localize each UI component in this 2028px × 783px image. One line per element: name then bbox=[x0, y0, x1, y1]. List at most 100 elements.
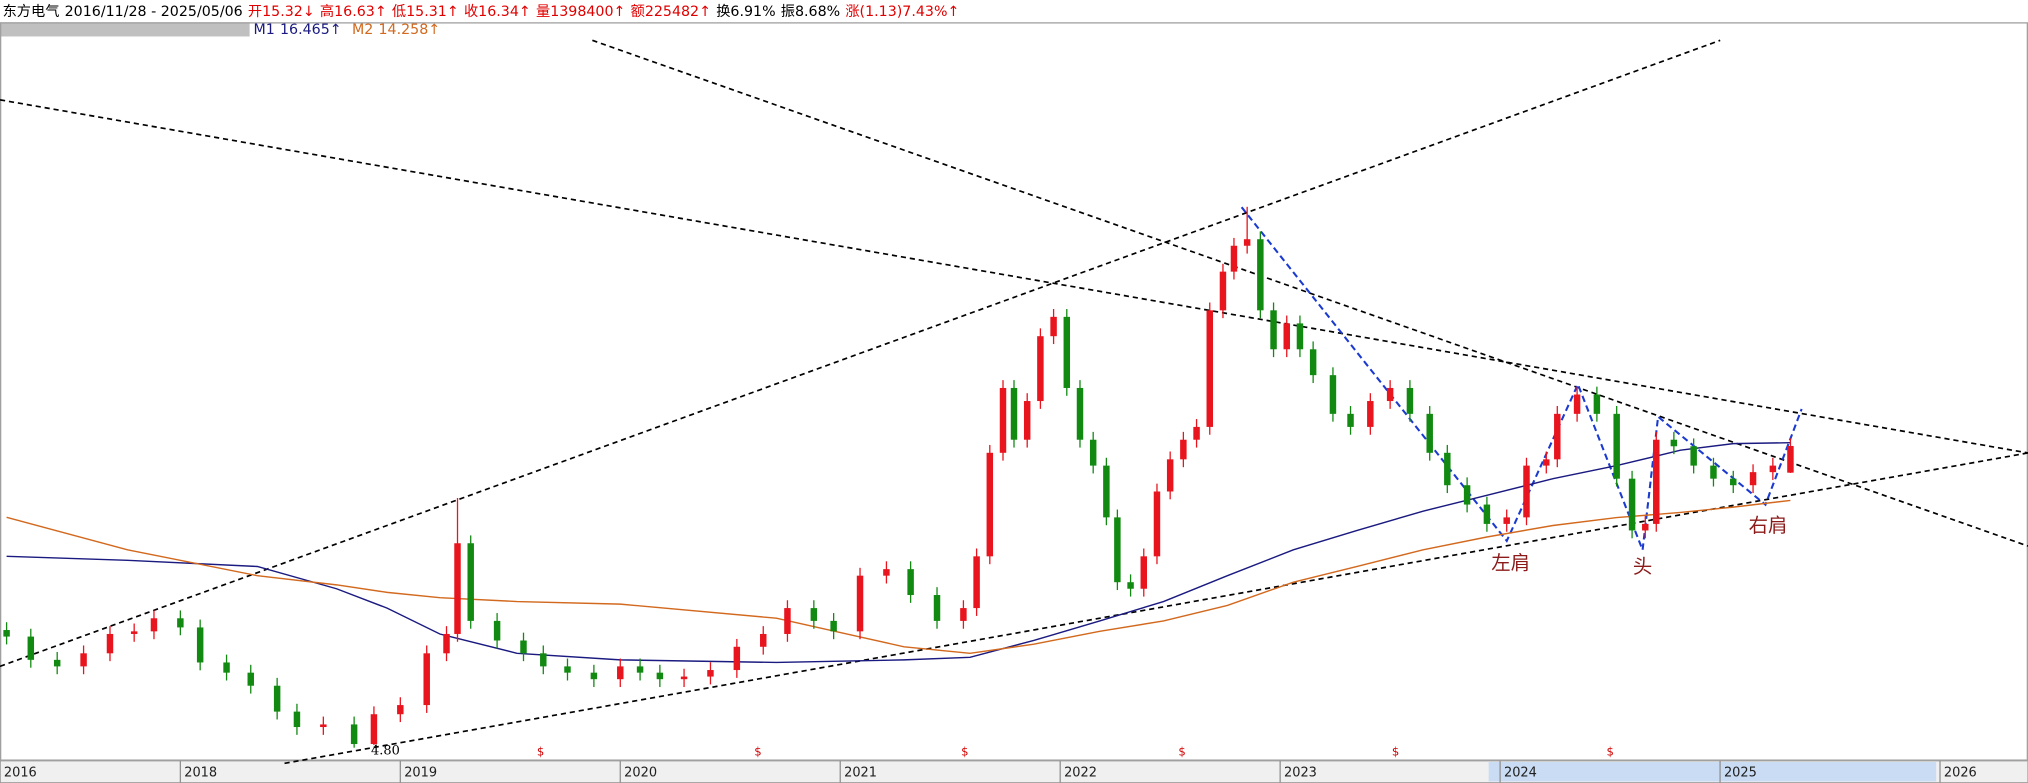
header-bar bbox=[0, 22, 250, 37]
candle-body bbox=[1063, 316, 1071, 388]
candle-body bbox=[907, 569, 914, 596]
candle-body bbox=[760, 633, 767, 647]
candle-body bbox=[1140, 556, 1148, 589]
candle-body bbox=[1730, 478, 1737, 486]
x-tick-label: 2026 bbox=[1944, 765, 1977, 780]
x-tick-label: 2022 bbox=[1064, 765, 1097, 780]
quote-item: 额225482↑ bbox=[631, 3, 711, 20]
candle-body bbox=[960, 608, 967, 621]
candle-body bbox=[1050, 316, 1057, 337]
candle-body bbox=[1329, 375, 1337, 414]
candle-body bbox=[493, 620, 501, 641]
candle-body bbox=[1787, 446, 1794, 473]
x-tick-label: 2019 bbox=[404, 765, 437, 780]
quote-item: 收16.34↑ bbox=[464, 3, 531, 20]
candle-body bbox=[273, 685, 281, 712]
quote-item: 开15.32↓ bbox=[248, 4, 315, 20]
candle-body bbox=[27, 636, 35, 660]
candle-body bbox=[1628, 478, 1636, 531]
candle-body bbox=[999, 387, 1007, 453]
moving-average bbox=[6, 499, 1791, 654]
candle-body bbox=[1037, 336, 1044, 402]
candle-body bbox=[80, 653, 87, 667]
candle-body bbox=[247, 672, 254, 686]
candle-body bbox=[1426, 413, 1433, 453]
candle-body bbox=[656, 672, 664, 680]
candle-body bbox=[1523, 465, 1530, 518]
dividend-mark: $ bbox=[537, 745, 544, 759]
trend-line bbox=[0, 99, 2028, 454]
legend-name: M1 bbox=[254, 22, 275, 38]
x-tick-label: 2016 bbox=[4, 765, 37, 780]
candle-body bbox=[1670, 439, 1678, 447]
candle-body bbox=[1103, 465, 1110, 518]
candle-body bbox=[1554, 413, 1561, 460]
candle-body bbox=[423, 653, 430, 706]
candle-body bbox=[1593, 394, 1601, 414]
quote-item: 振8.68% bbox=[781, 3, 840, 20]
legend-value: 14.258↑ bbox=[379, 22, 441, 38]
x-tick-label: 2018 bbox=[184, 765, 217, 780]
candle-body bbox=[1367, 401, 1374, 427]
candle-body bbox=[293, 711, 301, 728]
candle-body bbox=[1219, 271, 1227, 311]
header-quote: 东方电气 2016/11/28 - 2025/05/06 开15.32↓ 高16.63… bbox=[3, 3, 960, 20]
candle-body bbox=[973, 556, 980, 609]
candle-body bbox=[1573, 394, 1581, 414]
annotation: 左肩 bbox=[1491, 551, 1530, 574]
legend-value: 16.465↑ bbox=[280, 22, 342, 38]
candle-body bbox=[150, 618, 158, 632]
candle-body bbox=[350, 724, 358, 745]
dividend-mark: $ bbox=[961, 745, 968, 759]
candle-body bbox=[540, 653, 547, 667]
candle-body bbox=[320, 724, 327, 728]
candle-body bbox=[1257, 239, 1264, 311]
x-tick-label: 2024 bbox=[1504, 765, 1537, 780]
quote-item: 量1398400↑ bbox=[536, 4, 625, 20]
legend-name: M2 bbox=[352, 22, 373, 38]
candle-body bbox=[1076, 387, 1084, 440]
pattern-line bbox=[1240, 206, 1803, 551]
candle-body bbox=[1127, 582, 1134, 589]
candle-body bbox=[856, 575, 864, 632]
candle-body bbox=[707, 670, 714, 677]
candle-body bbox=[454, 543, 461, 634]
x-tick-label: 2021 bbox=[844, 765, 877, 780]
candle-body bbox=[883, 569, 890, 576]
x-tick-label: 2020 bbox=[624, 765, 657, 780]
candle-body bbox=[1347, 413, 1354, 427]
candle-body bbox=[1769, 465, 1777, 473]
candle-body bbox=[1613, 413, 1620, 479]
candle-body bbox=[1023, 401, 1031, 440]
candle-body bbox=[1114, 517, 1121, 583]
x-axis-highlight bbox=[1488, 762, 1937, 782]
quote-item: 高16.63↑ bbox=[320, 3, 387, 20]
candle-body bbox=[1543, 459, 1550, 466]
candle-body bbox=[1386, 387, 1394, 402]
candle-body bbox=[1089, 439, 1097, 466]
candle-body bbox=[1153, 491, 1161, 557]
candle-body bbox=[617, 666, 624, 680]
candle-body bbox=[784, 608, 791, 634]
moving-average bbox=[6, 442, 1791, 664]
legend: M1 16.465↑ M2 14.258↑ bbox=[254, 22, 441, 38]
candle-body bbox=[1503, 517, 1510, 524]
annotation: 4.80 bbox=[371, 743, 400, 758]
candle-body bbox=[223, 662, 230, 673]
candle-body bbox=[467, 543, 474, 621]
candle-body bbox=[130, 631, 138, 634]
candle-body bbox=[53, 659, 61, 667]
trend-line bbox=[0, 39, 1721, 668]
candle-body bbox=[733, 646, 741, 671]
quote-item: 换6.91% bbox=[716, 3, 775, 20]
candle-body bbox=[1653, 439, 1660, 524]
dividend-mark: $ bbox=[1178, 745, 1185, 759]
quote-item: 涨(1.13)7.43%↑ bbox=[845, 3, 959, 20]
candle-body bbox=[1193, 426, 1200, 440]
candle-body bbox=[1463, 485, 1471, 505]
x-tick-label: 2023 bbox=[1284, 765, 1317, 780]
candle-body bbox=[933, 595, 941, 621]
quote-item: 低15.31↑ bbox=[392, 3, 459, 20]
dividend-mark: $ bbox=[1392, 745, 1399, 759]
